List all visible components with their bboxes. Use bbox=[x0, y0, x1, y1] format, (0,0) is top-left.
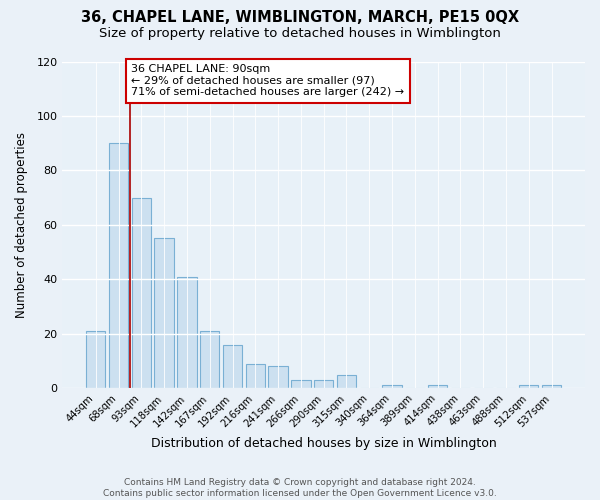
Bar bbox=[109, 143, 128, 388]
Text: Contains HM Land Registry data © Crown copyright and database right 2024.
Contai: Contains HM Land Registry data © Crown c… bbox=[103, 478, 497, 498]
Bar bbox=[223, 344, 242, 388]
Bar bbox=[519, 386, 538, 388]
Text: 36 CHAPEL LANE: 90sqm
← 29% of detached houses are smaller (97)
71% of semi-deta: 36 CHAPEL LANE: 90sqm ← 29% of detached … bbox=[131, 64, 404, 98]
Text: Size of property relative to detached houses in Wimblington: Size of property relative to detached ho… bbox=[99, 28, 501, 40]
Bar bbox=[177, 276, 197, 388]
Bar bbox=[428, 386, 447, 388]
Bar bbox=[382, 386, 402, 388]
Bar bbox=[245, 364, 265, 388]
Bar bbox=[542, 386, 561, 388]
Bar bbox=[314, 380, 334, 388]
Text: 36, CHAPEL LANE, WIMBLINGTON, MARCH, PE15 0QX: 36, CHAPEL LANE, WIMBLINGTON, MARCH, PE1… bbox=[81, 10, 519, 25]
Bar bbox=[200, 331, 220, 388]
Bar bbox=[291, 380, 311, 388]
Bar bbox=[154, 238, 174, 388]
X-axis label: Distribution of detached houses by size in Wimblington: Distribution of detached houses by size … bbox=[151, 437, 497, 450]
Bar bbox=[131, 198, 151, 388]
Bar bbox=[86, 331, 106, 388]
Bar bbox=[268, 366, 288, 388]
Bar bbox=[337, 374, 356, 388]
Y-axis label: Number of detached properties: Number of detached properties bbox=[15, 132, 28, 318]
